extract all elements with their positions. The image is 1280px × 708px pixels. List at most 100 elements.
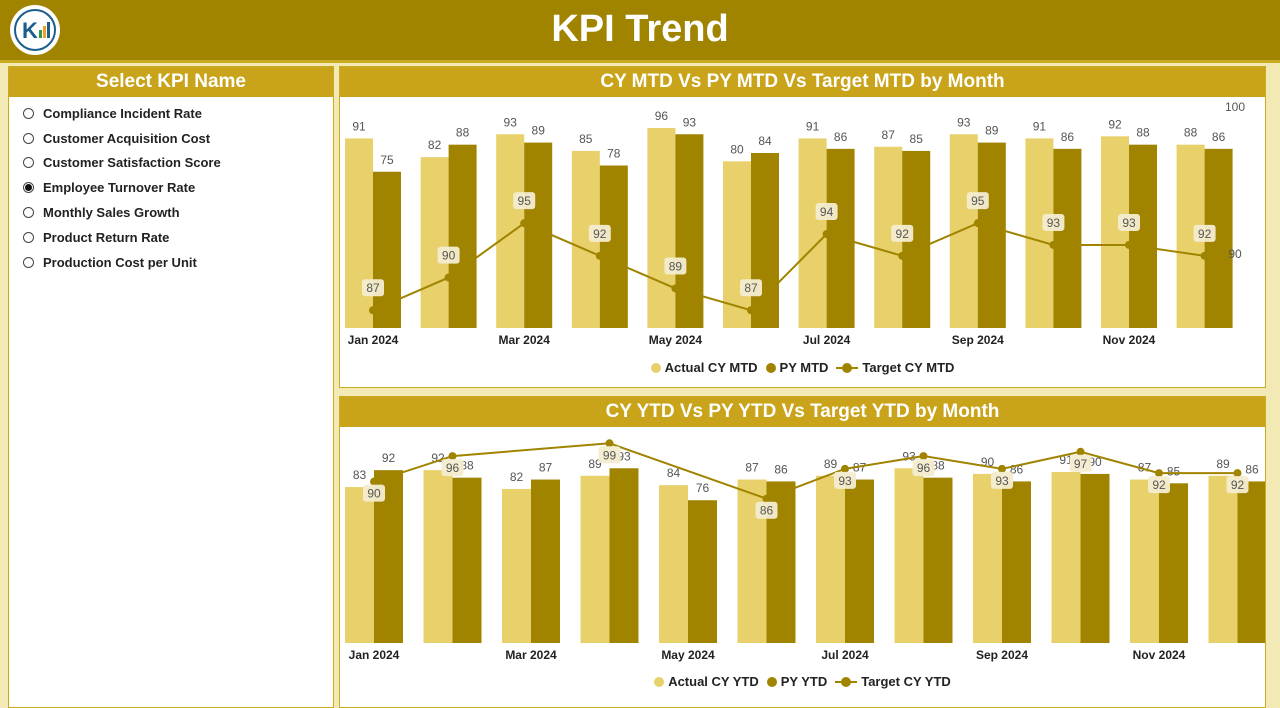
target-label-box — [513, 192, 536, 210]
legend-actual[interactable]: Actual CY YTD — [654, 674, 759, 689]
data-label-py: 89 — [532, 124, 546, 138]
bar-py — [1053, 148, 1082, 328]
target-data-label: 90 — [367, 487, 381, 501]
legend-py-marker — [765, 362, 776, 373]
kpi-option[interactable]: Production Cost per Unit — [23, 250, 333, 275]
legend-actual-label: Actual CY MTD — [664, 360, 758, 375]
bar-actual — [1051, 472, 1081, 643]
target-point — [822, 230, 831, 239]
target-label-box — [588, 224, 611, 242]
data-label-py: 86 — [1245, 462, 1259, 476]
bar-actual — [496, 134, 525, 328]
bar-py — [923, 477, 953, 643]
legend-target-marker — [835, 676, 858, 687]
mtd-legend: Actual CY MTD PY MTD Target CY MTD — [340, 360, 1265, 375]
target-data-label: 99 — [603, 448, 617, 462]
bar-actual — [1130, 479, 1159, 643]
target-label-box — [834, 471, 856, 489]
radio-icon[interactable] — [23, 231, 34, 243]
target-label-box — [363, 484, 385, 502]
target-point — [1125, 240, 1133, 249]
kpi-option[interactable]: Product Return Rate — [23, 225, 333, 250]
data-label-actual: 87 — [745, 461, 759, 475]
data-label-actual: 93 — [504, 115, 518, 129]
data-label-py: 88 — [1136, 126, 1150, 140]
bar-py — [1002, 481, 1031, 643]
radio-icon[interactable] — [23, 132, 34, 144]
target-data-label: 92 — [593, 227, 607, 241]
data-label-actual: 91 — [352, 119, 366, 133]
target-label-box — [598, 446, 621, 464]
data-label-py: 75 — [380, 153, 394, 167]
bar-py — [452, 477, 482, 643]
bar-actual — [1025, 138, 1054, 328]
kpi-option[interactable]: Compliance Incident Rate — [23, 101, 333, 126]
legend-py[interactable]: PY YTD — [766, 674, 827, 689]
target-data-label: 93 — [1047, 216, 1061, 230]
target-label-box — [1148, 476, 1170, 494]
data-label-py: 86 — [834, 130, 848, 144]
x-tick-label: Sep 2024 — [976, 648, 1028, 662]
data-label-py: 87 — [853, 461, 867, 475]
ytd-legend: Actual CY YTD PY YTD Target CY YTD — [340, 674, 1265, 689]
radio-icon[interactable] — [23, 256, 34, 268]
x-tick-label: May 2024 — [661, 648, 715, 662]
data-label-actual: 84 — [667, 466, 681, 480]
data-label-actual: 93 — [957, 115, 971, 129]
legend-target-marker — [836, 362, 859, 373]
target-data-label: 93 — [1122, 216, 1136, 230]
target-data-label: 95 — [971, 194, 985, 208]
target-data-label: 96 — [917, 461, 931, 475]
bar-actual — [894, 468, 924, 643]
bar-actual — [659, 485, 688, 643]
bar-py — [524, 142, 553, 328]
radio-icon[interactable] — [23, 207, 34, 219]
target-point — [919, 452, 928, 461]
data-label-py: 88 — [460, 459, 474, 473]
kpi-option[interactable]: Employee Turnover Rate — [23, 175, 333, 200]
radio-icon[interactable] — [23, 107, 34, 119]
data-label-actual: 82 — [510, 470, 524, 484]
bar-py — [1159, 483, 1188, 643]
target-point — [605, 439, 614, 448]
mtd-chart: 91 75 Jan 2024 82 88 93 89 Mar 2024 85 78 96 93 May … — [345, 100, 1245, 347]
target-label-box — [664, 257, 687, 275]
legend-py-label: PY MTD — [779, 360, 829, 375]
kpi-option-label: Monthly Sales Growth — [43, 205, 180, 221]
target-data-label: 94 — [820, 205, 834, 219]
target-data-label: 93 — [995, 474, 1009, 488]
kpi-option[interactable]: Customer Satisfaction Score — [23, 151, 333, 176]
target-label-box — [437, 246, 460, 264]
data-label-py: 78 — [607, 147, 621, 161]
legend-py-marker — [766, 676, 777, 687]
target-point — [1233, 469, 1242, 478]
target-point — [1076, 447, 1085, 456]
radio-icon[interactable] — [23, 157, 34, 169]
logo: K — [10, 5, 60, 55]
bar-actual — [345, 138, 373, 328]
legend-actual[interactable]: Actual CY MTD — [650, 360, 758, 375]
data-label-actual: 89 — [824, 457, 838, 471]
bar-py — [751, 153, 779, 328]
bar-py — [609, 468, 639, 643]
data-label-py: 85 — [910, 132, 924, 146]
data-label-py: 86 — [774, 462, 788, 476]
bar-py — [675, 134, 704, 328]
bar-actual — [423, 470, 453, 643]
slicer-title: Select KPI Name — [9, 67, 333, 97]
legend-actual-marker — [650, 362, 661, 373]
legend-py[interactable]: PY MTD — [765, 360, 829, 375]
legend-target[interactable]: Target CY MTD — [836, 360, 954, 375]
target-label-box — [1069, 454, 1092, 472]
kpi-option-label: Customer Acquisition Cost — [43, 130, 211, 146]
bar-actual — [816, 475, 845, 643]
data-label-py: 86 — [1061, 130, 1075, 144]
legend-target[interactable]: Target CY YTD — [835, 674, 951, 689]
kpi-option[interactable]: Monthly Sales Growth — [23, 200, 333, 225]
bar-actual — [1208, 475, 1238, 643]
target-data-label: 97 — [1074, 457, 1088, 471]
kpi-option[interactable]: Customer Acquisition Cost — [23, 126, 333, 151]
radio-selected-icon[interactable] — [23, 182, 34, 194]
target-data-label: 90 — [442, 249, 456, 263]
bar-actual — [502, 488, 531, 643]
